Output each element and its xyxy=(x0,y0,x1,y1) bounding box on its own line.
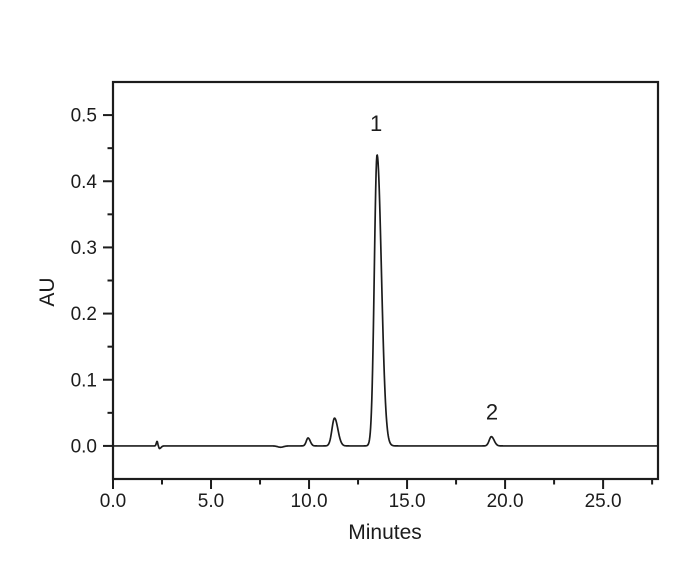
y-tick-label: 0.3 xyxy=(71,238,97,259)
x-tick-label: 25.0 xyxy=(585,491,622,512)
y-axis-title: AU xyxy=(36,277,59,306)
axis-ticks xyxy=(103,114,654,489)
x-tick-label: 0.0 xyxy=(100,491,126,512)
x-tick-label: 20.0 xyxy=(487,491,524,512)
y-tick-label: 0.2 xyxy=(71,304,97,325)
y-tick-label: 0.4 xyxy=(71,172,98,193)
peak-label-1: 1 xyxy=(370,111,382,136)
y-tick-label: 0.0 xyxy=(71,436,97,457)
y-tick-label: 0.1 xyxy=(71,370,97,391)
peak-label-2: 2 xyxy=(486,400,498,425)
axis-tick-labels: 0.0 5.0 10.0 15.0 20.0 25.0 0.0 0.1 0.2 0.3 0.4 0.5 xyxy=(71,106,622,512)
plot-frame xyxy=(111,80,660,481)
y-tick-label: 0.5 xyxy=(71,106,97,127)
peak-annotations: 12 xyxy=(370,111,498,424)
x-axis-title: Minutes xyxy=(348,521,422,544)
x-tick-label: 5.0 xyxy=(198,491,224,512)
x-tick-label: 10.0 xyxy=(291,491,328,512)
x-tick-label: 15.0 xyxy=(389,491,426,512)
chromatogram-trace xyxy=(112,154,659,450)
